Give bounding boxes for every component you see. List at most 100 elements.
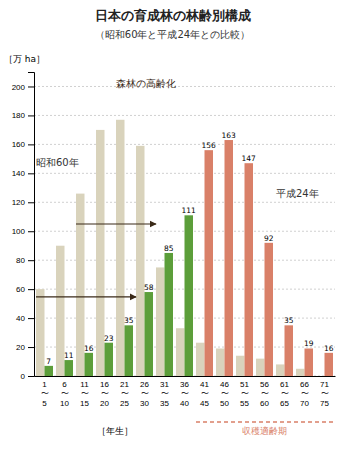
y-tick-label: 140 bbox=[12, 169, 26, 178]
x-tick-label-line: 10 bbox=[60, 399, 69, 408]
y-tick: 140 bbox=[12, 169, 34, 178]
data-label: 85 bbox=[164, 244, 174, 253]
arrow bbox=[36, 296, 136, 297]
x-tick-label-line: 20 bbox=[100, 399, 109, 408]
x-tick: 21〜25 bbox=[120, 376, 129, 408]
data-label: 163 bbox=[222, 131, 237, 140]
x-tick-label-line: 15 bbox=[80, 399, 89, 408]
y-tick-mark bbox=[28, 144, 34, 145]
plot: 0204060801001201401601802001〜56〜1011〜151… bbox=[12, 73, 336, 437]
y-tick-mark bbox=[28, 173, 34, 174]
bar bbox=[245, 163, 254, 376]
grid-line bbox=[34, 115, 335, 116]
annotations: 森林の高齢化収穫適齢期 bbox=[36, 78, 333, 436]
y-tick-mark bbox=[28, 202, 34, 203]
y-axis: 020406080100120140160180200 bbox=[12, 73, 35, 382]
x-tick-label-line: 6 bbox=[62, 380, 67, 389]
x-tick-label: 1〜5 bbox=[41, 380, 49, 407]
x-tick-label: 16〜20 bbox=[100, 380, 109, 407]
arrow bbox=[76, 223, 156, 224]
x-tick-label-line: 〜 bbox=[321, 389, 329, 398]
x-tick-label-line: 〜 bbox=[141, 389, 149, 398]
x-tick-label-line: 30 bbox=[140, 399, 149, 408]
bar bbox=[196, 343, 205, 376]
x-tick-label-line: 36 bbox=[180, 380, 189, 389]
grid-line bbox=[34, 173, 335, 174]
x-tick: 56〜60 bbox=[260, 376, 269, 408]
series-labels: 昭和60年平成24年 bbox=[36, 157, 319, 198]
grid-line bbox=[34, 144, 335, 145]
y-tick: 160 bbox=[12, 140, 34, 149]
data-label: 92 bbox=[264, 234, 274, 243]
y-tick: 180 bbox=[12, 111, 34, 120]
y-tick-mark bbox=[28, 318, 34, 319]
x-tick-label-line: 〜 bbox=[301, 389, 309, 398]
x-tick-label-line: 75 bbox=[320, 399, 329, 408]
y-tick-label: 180 bbox=[12, 111, 26, 120]
x-tick-label-line: 70 bbox=[300, 399, 309, 408]
bar bbox=[305, 348, 314, 376]
y-tick-label: 40 bbox=[16, 314, 25, 323]
x-tick-label-line: 21 bbox=[120, 380, 129, 389]
x-tick: 6〜10 bbox=[60, 376, 69, 408]
y-tick-label: 20 bbox=[16, 343, 25, 352]
bar bbox=[216, 348, 225, 376]
bar bbox=[145, 292, 154, 376]
x-tick: 51〜55 bbox=[240, 376, 249, 408]
x-tick-label-line: 16 bbox=[100, 380, 109, 389]
data-label: 58 bbox=[144, 283, 154, 292]
x-tick-label-line: 〜 bbox=[161, 389, 169, 398]
y-tick-label: 160 bbox=[12, 140, 26, 149]
x-tick-label: 56〜60 bbox=[260, 380, 269, 407]
x-tick-label: 26〜30 bbox=[140, 380, 149, 407]
bar bbox=[156, 267, 165, 376]
annotation: 森林の高齢化 bbox=[116, 78, 176, 89]
x-tick: 71〜75 bbox=[320, 376, 329, 408]
y-tick: 100 bbox=[12, 227, 34, 236]
y-tick: 40 bbox=[16, 314, 34, 323]
x-tick-label-line: 〜 bbox=[101, 389, 109, 398]
x-tick-label-line: 71 bbox=[320, 380, 329, 389]
x-tick: 16〜20 bbox=[100, 376, 109, 408]
bar bbox=[136, 146, 145, 376]
x-tick-label-line: 〜 bbox=[261, 389, 269, 398]
y-tick-label: 200 bbox=[12, 83, 26, 92]
x-tick-label-line: 40 bbox=[180, 399, 189, 408]
x-tick: 1〜5 bbox=[41, 376, 49, 408]
bar bbox=[256, 359, 265, 376]
x-tick-label-line: 46 bbox=[220, 380, 229, 389]
x-tick-label-line: 56 bbox=[260, 380, 269, 389]
x-axis: 1〜56〜1011〜1516〜2021〜2526〜3031〜3536〜4041〜… bbox=[35, 376, 336, 408]
x-tick-label-line: 55 bbox=[240, 399, 249, 408]
x-tick: 46〜50 bbox=[220, 376, 229, 408]
bar bbox=[85, 353, 94, 376]
x-tick-label: 31〜35 bbox=[160, 380, 169, 407]
y-tick: 0 bbox=[21, 372, 34, 381]
y-tick-label: 80 bbox=[16, 256, 25, 265]
subtitle: （昭和60年と平成24年との比較） bbox=[95, 29, 250, 40]
y-tick-label: 60 bbox=[16, 285, 25, 294]
y-tick-mark bbox=[28, 260, 34, 261]
y-tick: 60 bbox=[16, 285, 34, 294]
series-label: 平成24年 bbox=[276, 188, 319, 199]
bar bbox=[236, 356, 245, 376]
data-label: 35 bbox=[284, 316, 294, 325]
x-tick-label: 41〜45 bbox=[200, 380, 209, 407]
series-label: 昭和60年 bbox=[36, 157, 79, 168]
x-tick-label-line: 61 bbox=[280, 380, 289, 389]
bars bbox=[36, 120, 333, 376]
x-label: ［年生］ bbox=[97, 426, 133, 436]
bar bbox=[125, 325, 134, 376]
data-label: 7 bbox=[46, 357, 51, 366]
data-labels: 711162335588511115616314792351916 bbox=[46, 131, 333, 366]
y-tick-mark bbox=[28, 86, 34, 87]
bar bbox=[325, 353, 334, 376]
bar bbox=[276, 364, 285, 376]
x-tick-label-line: 25 bbox=[120, 399, 129, 408]
x-tick-label-line: 60 bbox=[260, 399, 269, 408]
bar bbox=[165, 253, 174, 376]
x-tick: 66〜70 bbox=[300, 376, 309, 408]
y-tick-label: 100 bbox=[12, 227, 26, 236]
x-axis-line bbox=[35, 376, 336, 377]
bar bbox=[65, 360, 74, 376]
